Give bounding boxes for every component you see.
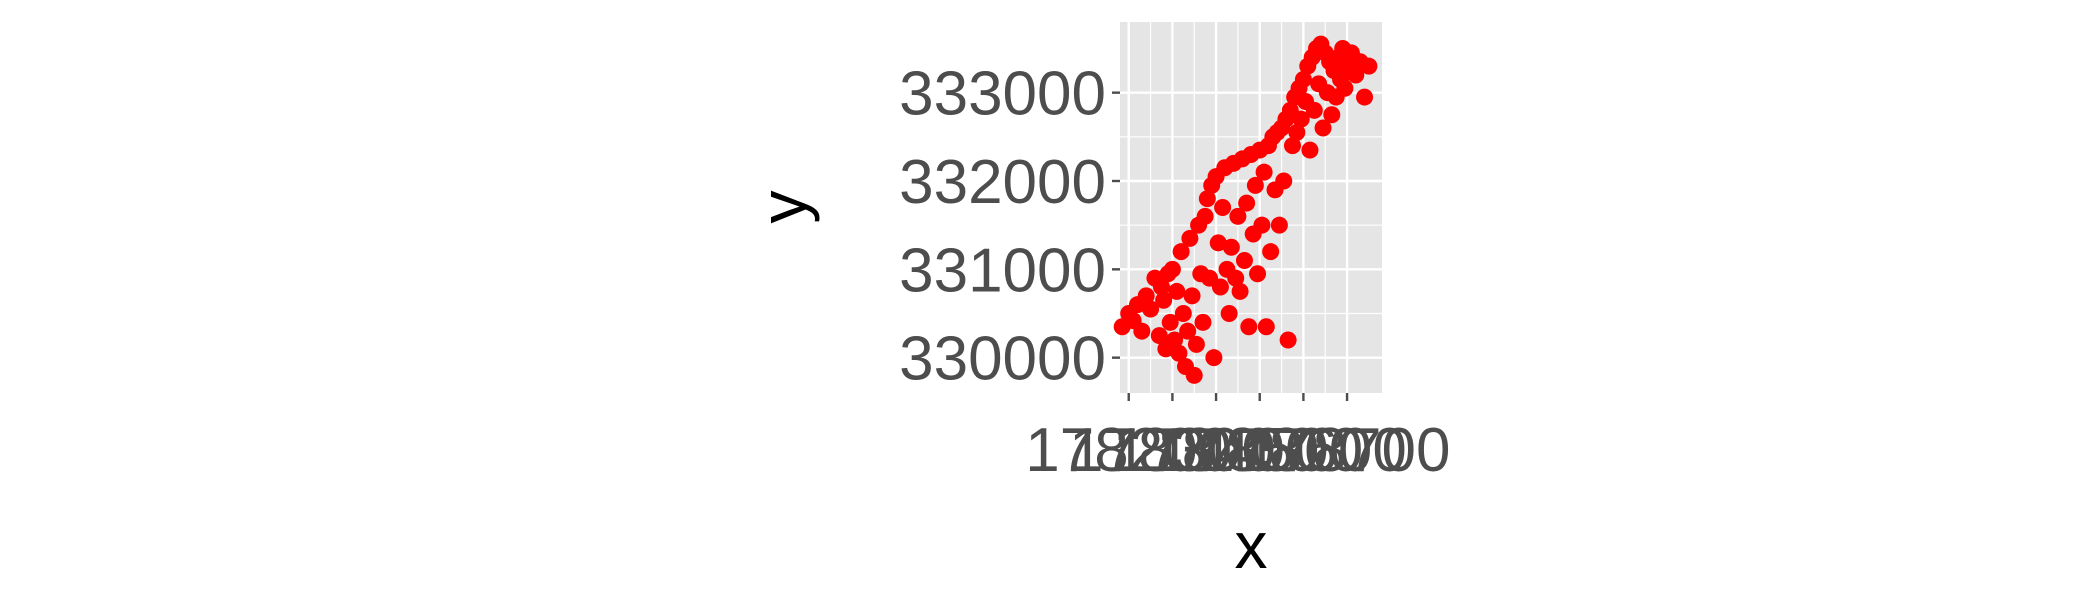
scatter-point <box>1257 318 1275 336</box>
y-axis-ticks: 330000 331000 332000 333000 <box>899 60 1120 394</box>
scatter-point <box>1214 199 1232 216</box>
scatter-point <box>1152 278 1170 296</box>
scatter-point <box>1301 141 1319 159</box>
scatter-point <box>1150 327 1168 345</box>
x-tick-label: 178600 <box>1200 416 1407 485</box>
scatter-point <box>1161 313 1179 331</box>
scatter-point <box>1323 106 1341 124</box>
scatter-point <box>1179 322 1197 340</box>
scatter-point <box>1163 260 1181 278</box>
y-tick-label: 333000 <box>899 60 1106 129</box>
scatter-point <box>1270 216 1288 234</box>
y-tick-label: 332000 <box>899 148 1106 217</box>
scatter-point <box>1196 207 1214 225</box>
data-points <box>1113 35 1378 384</box>
scatter-point <box>1235 252 1253 269</box>
scatter-point <box>1356 88 1374 106</box>
scatter-point <box>1227 269 1245 287</box>
scatter-point <box>1249 265 1267 283</box>
scatter-point <box>1172 243 1190 261</box>
scatter-point <box>1229 207 1247 225</box>
scatter-point <box>1279 331 1297 349</box>
scatter-point <box>1305 101 1323 119</box>
y-tick-label: 331000 <box>899 236 1106 305</box>
y-tick-label: 330000 <box>899 325 1106 394</box>
scatter-point <box>1174 305 1192 322</box>
x-tick-label: 178700 <box>1244 416 1451 485</box>
scatter-point <box>1283 137 1301 155</box>
x-tick-label: 178500 <box>1156 416 1363 485</box>
scatter-point <box>1238 194 1256 212</box>
scatter-point <box>1142 300 1160 318</box>
scatter-point <box>1185 366 1203 384</box>
x-axis-title: x <box>1235 508 1268 582</box>
scatter-point <box>1187 335 1205 353</box>
scatter-point <box>1294 70 1312 88</box>
scatter-point <box>1133 322 1151 340</box>
scatter-point <box>1347 66 1365 84</box>
scatter-point <box>1336 79 1354 97</box>
scatter-point <box>1155 291 1173 309</box>
x-tick-label: 178400 <box>1113 416 1320 485</box>
scatter-point <box>1360 57 1378 75</box>
scatter-point <box>1275 172 1293 190</box>
scatter-point <box>1205 349 1223 367</box>
scatter-point <box>1166 331 1184 349</box>
scatter-point <box>1168 282 1186 300</box>
x-tick-label: 178200 <box>1025 416 1232 485</box>
minor-gridlines <box>1120 22 1382 393</box>
scatter-point <box>1183 287 1201 305</box>
scatter-point <box>1255 163 1273 181</box>
scatter-point <box>1181 229 1199 247</box>
scatter-point <box>1198 190 1216 208</box>
scatter-point <box>1211 278 1229 296</box>
scatter-point <box>1170 344 1188 362</box>
scatter-point <box>1240 318 1258 336</box>
scatter-point <box>1246 176 1264 194</box>
scatter-point <box>1262 243 1280 261</box>
scatter-point <box>1137 287 1155 305</box>
scatter-point <box>1231 282 1249 300</box>
scatter-point <box>1253 216 1271 234</box>
scatter-point <box>1288 123 1306 141</box>
scatter-point <box>1209 234 1227 252</box>
y-axis-title: y <box>746 191 820 224</box>
scatter-point <box>1194 313 1212 331</box>
scatter-point <box>1292 110 1310 128</box>
x-tick-label: 178300 <box>1069 416 1276 485</box>
scatter-point <box>1220 305 1238 322</box>
scatter-point <box>1222 238 1240 256</box>
scatter-point <box>1314 119 1332 137</box>
